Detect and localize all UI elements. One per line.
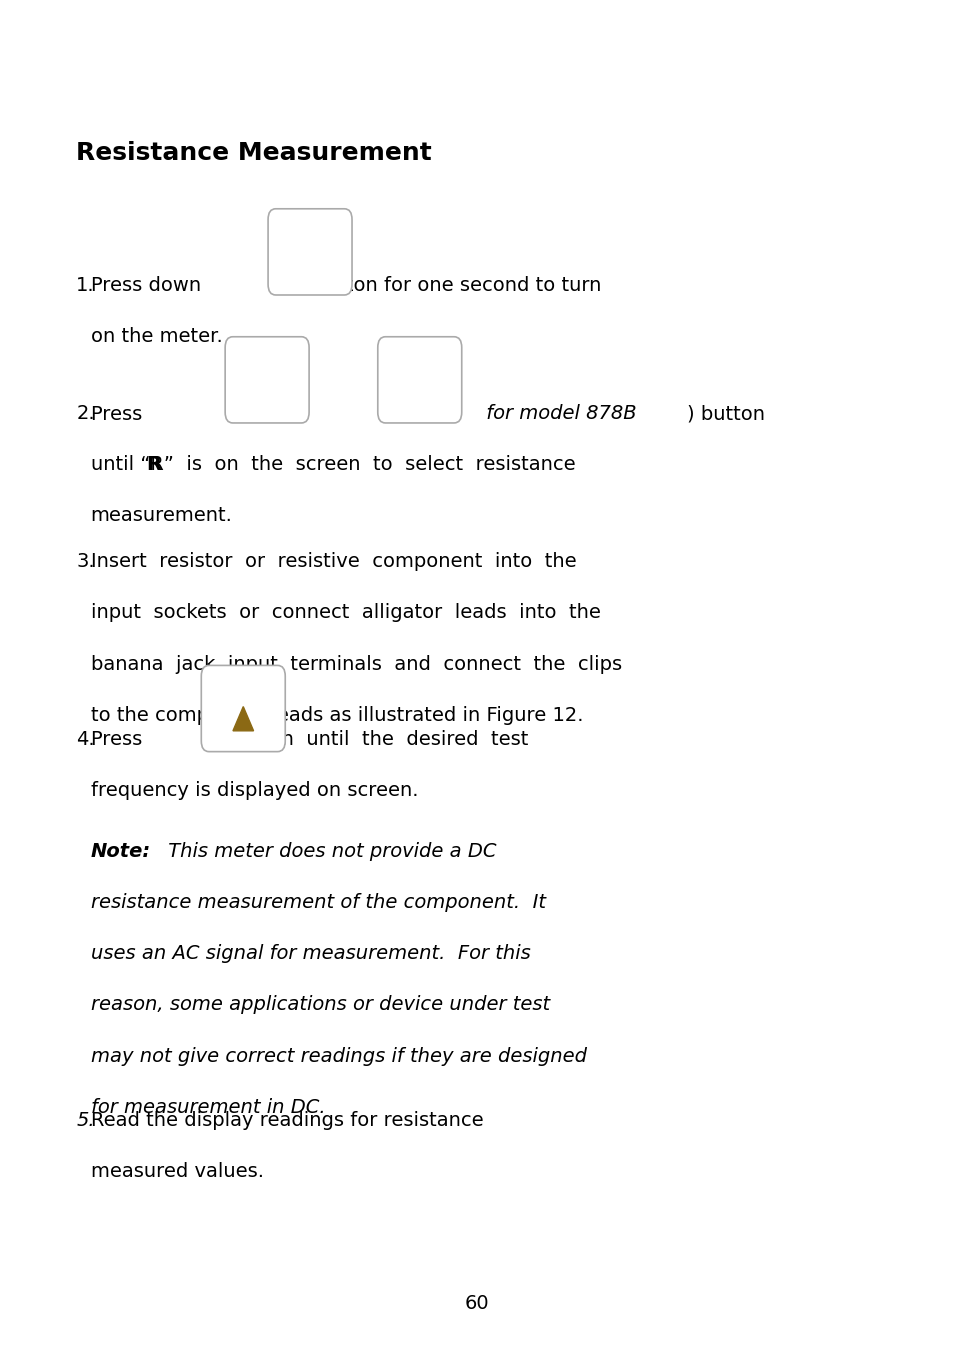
Text: to the component leads as illustrated in Figure 12.: to the component leads as illustrated in…	[91, 706, 582, 725]
Text: Read the display readings for resistance: Read the display readings for resistance	[91, 1111, 483, 1130]
Text: R: R	[146, 455, 161, 474]
Text: resistance measurement of the component.  It: resistance measurement of the component.…	[91, 893, 545, 912]
FancyBboxPatch shape	[377, 337, 461, 423]
Text: may not give correct readings if they are designed: may not give correct readings if they ar…	[91, 1047, 586, 1065]
Text: 4.: 4.	[76, 730, 95, 749]
Text: banana  jack  input  terminals  and  connect  the  clips: banana jack input terminals and connect …	[91, 655, 621, 674]
FancyBboxPatch shape	[225, 337, 309, 423]
Text: Press              (or: Press (or	[91, 404, 351, 423]
Text: 2.: 2.	[76, 404, 95, 423]
Text: 3.: 3.	[76, 552, 95, 571]
Text: ⏽: ⏽	[306, 259, 314, 271]
Text: measurement.: measurement.	[91, 506, 233, 525]
Polygon shape	[233, 707, 253, 731]
Text: 5.: 5.	[76, 1111, 95, 1130]
Text: 60: 60	[464, 1294, 489, 1313]
Text: reason, some applications or device under test: reason, some applications or device unde…	[91, 995, 549, 1014]
Text: Resistance Measurement: Resistance Measurement	[76, 141, 432, 166]
Text: L/C/R: L/C/R	[407, 366, 432, 376]
Text: L/C/R/Z: L/C/R/Z	[249, 366, 285, 376]
Text: Insert  resistor  or  resistive  component  into  the: Insert resistor or resistive component i…	[91, 552, 576, 571]
Text: ) button: ) button	[686, 404, 764, 423]
Text: 1.: 1.	[76, 276, 95, 295]
FancyBboxPatch shape	[201, 665, 285, 752]
Text: uses an AC signal for measurement.  For this: uses an AC signal for measurement. For t…	[91, 944, 530, 963]
Text: POWER: POWER	[288, 238, 332, 248]
Text: for model 878B: for model 878B	[479, 404, 636, 423]
Text: P↔S: P↔S	[408, 388, 431, 397]
Text: for measurement in DC.: for measurement in DC.	[91, 1098, 325, 1117]
Text: This meter does not provide a DC: This meter does not provide a DC	[162, 842, 497, 861]
Text: measured values.: measured values.	[91, 1162, 263, 1181]
Text: FREQ: FREQ	[228, 695, 258, 704]
Text: Press down                  button for one second to turn: Press down button for one second to turn	[91, 276, 600, 295]
FancyBboxPatch shape	[268, 209, 352, 295]
Text: Press              button  until  the  desired  test: Press button until the desired test	[91, 730, 527, 749]
Text: input  sockets  or  connect  alligator  leads  into  the: input sockets or connect alligator leads…	[91, 603, 599, 622]
Text: on the meter.: on the meter.	[91, 327, 222, 346]
Text: until “​R​”  is  on  the  screen  to  select  resistance: until “​R​” is on the screen to select r…	[91, 455, 575, 474]
Text: P↔S: P↔S	[255, 388, 278, 397]
Text: frequency is displayed on screen.: frequency is displayed on screen.	[91, 781, 417, 800]
Text: Note:: Note:	[91, 842, 151, 861]
